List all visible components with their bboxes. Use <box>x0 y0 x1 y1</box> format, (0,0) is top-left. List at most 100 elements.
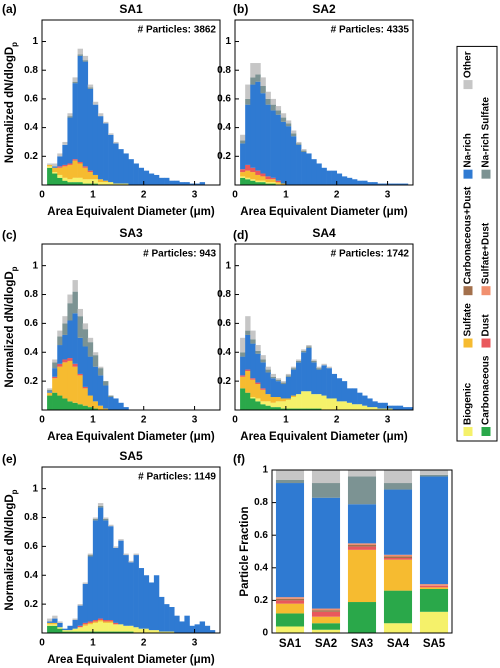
histogram-bar <box>326 170 332 185</box>
histogram-bar <box>311 408 317 410</box>
histogram-bar <box>265 394 271 402</box>
histogram-bar <box>346 177 353 185</box>
histogram-bar <box>296 143 302 145</box>
histogram-bar <box>326 368 332 399</box>
histogram-bar <box>92 621 99 623</box>
histogram-bar <box>72 620 78 629</box>
histogram-bar <box>128 625 134 632</box>
bar-segment <box>311 497 341 609</box>
histogram-bar <box>265 401 271 406</box>
chart-title: SA2 <box>312 2 336 16</box>
legend-swatch <box>463 338 473 348</box>
histogram-bar <box>82 183 89 185</box>
bar-segment <box>275 603 305 614</box>
histogram-bar <box>179 182 185 185</box>
histogram-bar <box>47 621 53 623</box>
histogram-bar <box>296 362 302 395</box>
histogram-bar <box>270 98 276 105</box>
histogram-bar <box>240 376 246 389</box>
histogram-bar <box>392 405 399 410</box>
histogram-bar <box>326 398 332 410</box>
bar-segment <box>347 549 377 603</box>
x-tick-label: 2 <box>141 190 147 201</box>
histogram-bar <box>260 362 266 389</box>
bar-segment <box>419 611 449 633</box>
bar-segment <box>347 470 377 477</box>
histogram-bar <box>57 156 63 167</box>
histogram-bar <box>62 362 68 399</box>
histogram-bar <box>275 106 282 111</box>
histogram-bar <box>240 140 246 144</box>
bar-segment <box>311 483 341 498</box>
histogram-bar <box>133 163 139 185</box>
histogram-bar <box>67 401 73 410</box>
bar-segment <box>383 558 413 560</box>
histogram-bar <box>72 628 78 632</box>
x-tick-label: 3 <box>192 190 198 201</box>
histogram-bar <box>82 179 89 184</box>
histogram-bar <box>57 330 63 337</box>
histogram-bar <box>250 172 256 180</box>
histogram-bar <box>57 621 63 623</box>
histogram-bar <box>118 539 124 541</box>
histogram-bar <box>351 179 358 185</box>
histogram-bar <box>255 170 261 175</box>
histogram-bar <box>290 395 297 398</box>
histogram-bar <box>240 352 246 357</box>
histogram-bar <box>67 631 73 633</box>
histogram-bar <box>62 630 68 632</box>
histogram-bar <box>316 368 322 370</box>
histogram-bar <box>113 141 119 144</box>
histogram-bar <box>306 345 312 347</box>
histogram-bar <box>270 373 276 377</box>
legend-swatch <box>481 338 491 348</box>
histogram-bar <box>357 392 363 405</box>
y-axis-label: Normalized dN/dlogDp <box>4 489 19 610</box>
histogram-bar <box>275 407 282 410</box>
histogram-bar <box>62 164 68 167</box>
x-tick-label: 1 <box>90 190 96 201</box>
histogram-bar <box>113 398 119 410</box>
y-tick-label: 1 <box>32 483 38 494</box>
histogram-bar <box>113 546 119 548</box>
histogram-bar <box>52 172 58 174</box>
legend-label: Biogenic <box>463 382 474 425</box>
histogram-bar <box>265 176 271 180</box>
histogram-bar <box>275 110 282 115</box>
histogram-bar <box>97 113 104 117</box>
histogram-bar <box>250 179 256 181</box>
histogram-bar <box>57 177 63 185</box>
x-tick-label: 2 <box>334 415 340 426</box>
bar-segment <box>311 629 341 633</box>
histogram-bar <box>87 172 94 180</box>
histogram-bar <box>164 631 170 633</box>
histogram-bar <box>143 628 150 633</box>
histogram-bar <box>306 153 312 185</box>
histogram-bar <box>245 164 251 171</box>
bar-segment <box>275 613 305 627</box>
histogram-bar <box>87 631 94 633</box>
histogram-bar <box>57 153 63 157</box>
legend-label: Na-rich <box>463 133 474 167</box>
histogram-bar <box>285 123 292 127</box>
histogram-bar <box>240 134 246 141</box>
histogram-bar <box>265 369 271 373</box>
histogram-bar <box>290 368 297 370</box>
histogram-bar <box>133 555 139 628</box>
legend-swatch <box>481 286 491 296</box>
histogram-bar <box>250 330 256 340</box>
histogram-bar <box>67 630 73 632</box>
histogram-bar <box>184 615 190 633</box>
histogram-bar <box>82 346 89 387</box>
histogram-bar <box>270 179 276 183</box>
histogram-bar <box>92 518 99 521</box>
histogram-bar <box>377 402 383 409</box>
histogram-bar <box>250 397 256 399</box>
y-axis-label-text: Particle Fraction <box>239 506 251 596</box>
histogram-bar <box>290 136 297 185</box>
histogram-bar <box>82 167 89 180</box>
histogram-bar <box>245 179 251 185</box>
histogram-bar <box>72 366 78 403</box>
histogram-bar <box>290 369 297 396</box>
histogram-bar <box>47 391 53 393</box>
